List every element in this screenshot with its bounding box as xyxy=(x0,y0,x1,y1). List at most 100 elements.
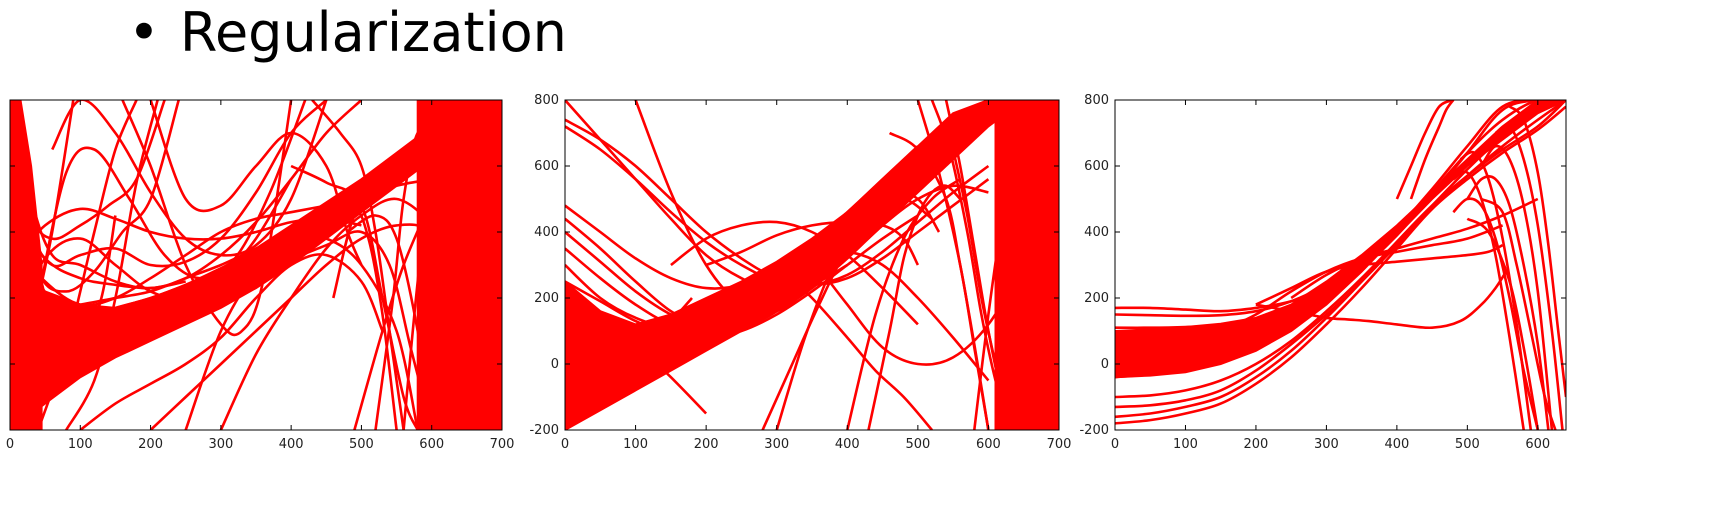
fit-curve-31 xyxy=(10,178,293,332)
x-tick-label: 600 xyxy=(419,437,444,452)
x-tick-label: 100 xyxy=(68,437,93,452)
fit-curve-12 xyxy=(670,220,919,326)
fit-curve-32 xyxy=(10,204,186,290)
fit-curve-12 xyxy=(149,100,363,266)
fit-curve-11 xyxy=(1290,197,1539,300)
y-tick-label: 800 xyxy=(534,93,559,108)
fit-curve-17 xyxy=(290,164,419,430)
fit-curve-21 xyxy=(332,211,398,430)
x-tick-label: 400 xyxy=(279,437,304,452)
fit-curve-30 xyxy=(15,100,117,351)
fit-curve-17 xyxy=(1466,175,1550,430)
curve-bundle-2 xyxy=(10,100,43,430)
fit-curve-20 xyxy=(1508,105,1566,398)
fit-curve-6 xyxy=(1115,100,1566,409)
fit-curve-9 xyxy=(565,214,919,340)
fit-curve-27 xyxy=(565,297,693,405)
fit-curve-8 xyxy=(1255,270,1508,330)
fit-curve-29 xyxy=(10,100,75,430)
fit-curve-16 xyxy=(761,197,933,430)
fit-curve-13 xyxy=(740,249,990,382)
fit-curve-17 xyxy=(775,190,941,430)
fit-curve-4 xyxy=(565,145,919,290)
plot-area xyxy=(565,100,1059,430)
slide-title: • Regularization xyxy=(128,6,567,60)
x-tick-label: 300 xyxy=(1314,437,1339,452)
fit-curve-16 xyxy=(1459,150,1533,430)
fit-curve-10 xyxy=(634,100,849,315)
x-tick-label: 700 xyxy=(1047,437,1072,452)
curve-bundle-2 xyxy=(994,100,1059,430)
curve-bundle-1 xyxy=(1115,100,1566,379)
fit-curve-14 xyxy=(149,223,502,430)
fit-curve-16 xyxy=(184,233,419,430)
x-tick-label: 400 xyxy=(835,437,860,452)
fit-curve-13 xyxy=(79,253,384,430)
axes-frame xyxy=(564,99,1060,431)
fit-curve-25 xyxy=(10,100,180,293)
y-tick-label: -200 xyxy=(529,423,559,438)
fit-curve-25 xyxy=(973,100,1032,430)
fit-curve-12 xyxy=(1395,100,1454,200)
fit-curve-9 xyxy=(10,207,362,266)
y-tick-label: -200 xyxy=(1079,423,1109,438)
fit-curve-23 xyxy=(951,149,1011,430)
x-tick-label: 500 xyxy=(1455,437,1480,452)
y-tick-label: 600 xyxy=(1084,159,1109,174)
chart-panel-1: 0 100 200 300 400 500 600 700 xyxy=(6,99,514,452)
fit-curve-14 xyxy=(775,264,933,430)
axes-frame xyxy=(9,99,503,431)
fit-curve-9 xyxy=(1255,244,1504,306)
fit-curve-20 xyxy=(346,214,433,430)
fit-curve-1 xyxy=(565,118,990,287)
y-tick-label: 200 xyxy=(534,291,559,306)
fit-curve-11 xyxy=(121,100,293,337)
x-tick-label: 0 xyxy=(6,437,14,452)
x-tick-label: 200 xyxy=(1244,437,1269,452)
fit-curve-11 xyxy=(705,220,920,267)
fit-curve-22 xyxy=(374,129,448,430)
x-tick-label: 100 xyxy=(623,437,648,452)
fit-curve-24 xyxy=(888,131,990,430)
fit-curve-27 xyxy=(36,100,138,430)
fit-curve-24 xyxy=(402,100,448,430)
fit-curve-8 xyxy=(36,100,307,299)
title-text: Regularization xyxy=(179,1,567,64)
y-tick-label: 400 xyxy=(534,225,559,240)
fit-curve-15 xyxy=(810,198,1059,366)
x-tick-label: 0 xyxy=(561,437,569,452)
x-tick-label: 500 xyxy=(349,437,374,452)
x-tick-label: 400 xyxy=(1384,437,1409,452)
fit-curve-21 xyxy=(1466,217,1540,430)
fit-curve-24 xyxy=(1115,316,1292,379)
x-tick-label: 200 xyxy=(694,437,719,452)
x-tick-label: 600 xyxy=(976,437,1001,452)
y-tick-label: 400 xyxy=(1084,225,1109,240)
fit-curve-26 xyxy=(565,287,708,415)
fit-curve-15 xyxy=(219,197,502,430)
y-tick-label: 800 xyxy=(1084,93,1109,108)
x-tick-label: 100 xyxy=(1173,437,1198,452)
curve-bundle-1 xyxy=(565,100,1059,430)
x-tick-label: 0 xyxy=(1111,437,1119,452)
x-tick-label: 300 xyxy=(208,437,233,452)
fit-curve-19 xyxy=(1494,124,1564,430)
plot-area xyxy=(10,100,502,430)
fit-curve-22 xyxy=(1480,197,1557,430)
fit-curve-10 xyxy=(10,164,502,307)
fit-curve-19 xyxy=(276,230,433,430)
fit-curve-6 xyxy=(565,158,954,330)
fit-curve-6 xyxy=(10,100,328,268)
fit-curve-1 xyxy=(1115,100,1566,313)
fit-curve-18 xyxy=(1480,144,1554,430)
axes-frame xyxy=(1114,99,1567,431)
y-tick-label: 600 xyxy=(534,159,559,174)
x-tick-label: 600 xyxy=(1525,437,1550,452)
fit-curve-8 xyxy=(565,217,849,330)
x-tick-label: 200 xyxy=(138,437,163,452)
bullet-glyph: • xyxy=(128,1,160,64)
y-tick-label: 0 xyxy=(551,357,559,372)
